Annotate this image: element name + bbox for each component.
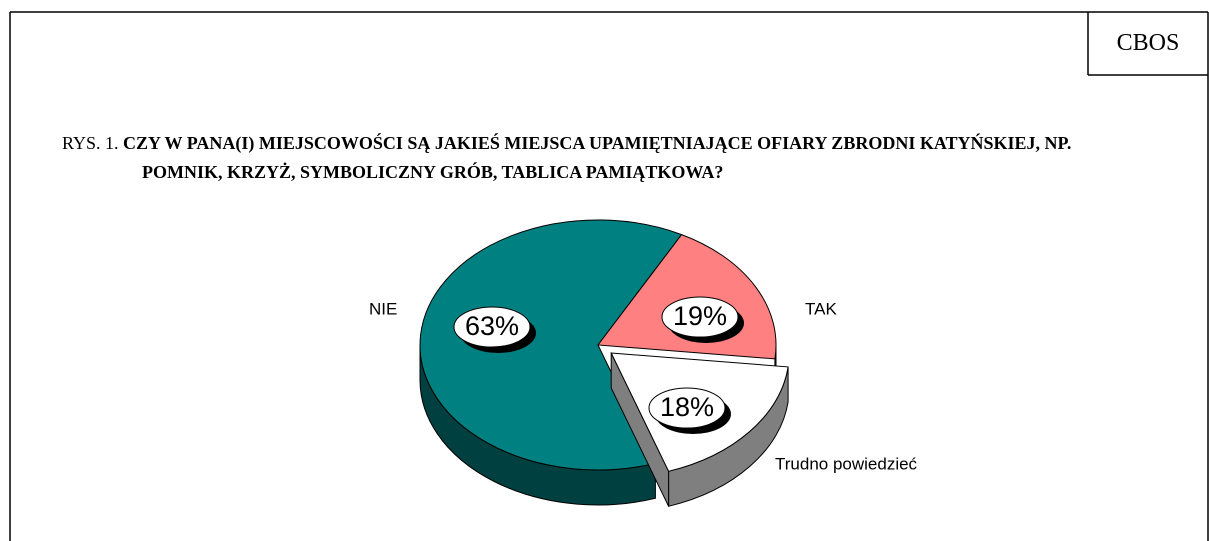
category-label: Trudno powiedzieć [775,454,918,473]
brand: CBOS [1116,30,1180,56]
category-label: TAK [805,299,837,318]
category-label: NIE [369,299,397,318]
value-label-bubble [661,296,739,338]
figure-label: RYS. 1. [62,133,119,153]
value-label-bubble [453,306,531,348]
frame [9,11,1209,541]
value-label-bubble [648,387,726,429]
chart-title-block: RYS. 1. CZY W PANA(I) MIEJSCOWOŚCI SĄ JA… [62,129,1122,186]
value-label: 19% [673,301,727,331]
slice [419,219,683,471]
value-label: 63% [465,311,519,341]
value-label: 18% [660,392,714,422]
chart-title: CZY W PANA(I) MIEJSCOWOŚCI SĄ JAKIEŚ MIE… [123,133,1072,182]
slice-group [419,219,683,506]
